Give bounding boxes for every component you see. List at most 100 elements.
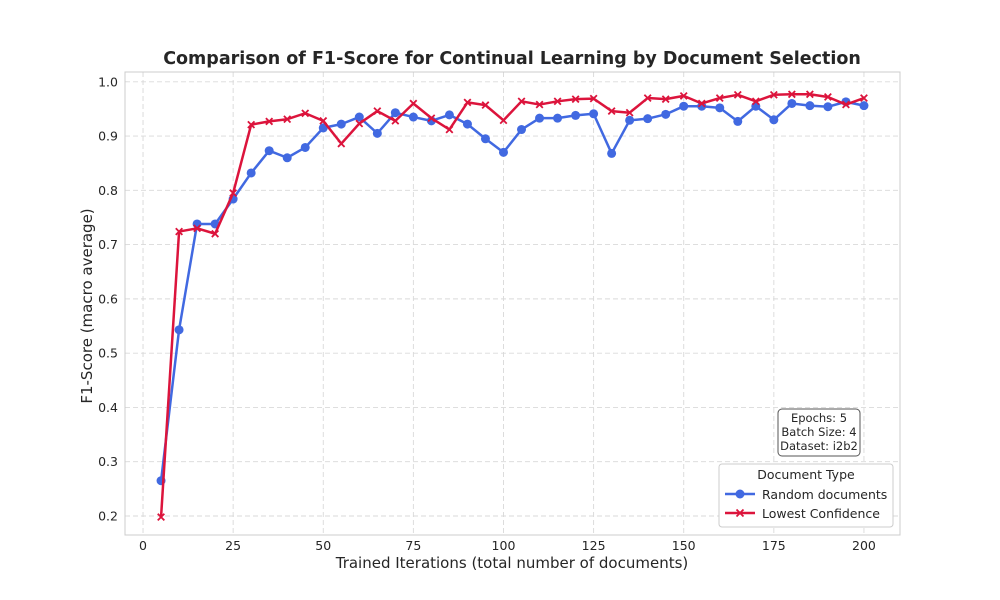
data-point-lowest-confidence <box>571 95 580 104</box>
y-tick-label: 0.9 <box>98 129 118 144</box>
data-point-random-documents <box>282 153 292 163</box>
plot-area <box>125 72 900 535</box>
y-tick-label: 0.5 <box>98 346 118 361</box>
y-tick-label: 0.6 <box>98 291 118 306</box>
y-tick-label: 0.2 <box>98 509 118 524</box>
data-point-lowest-confidence <box>805 90 814 99</box>
legend-marker-circle <box>735 489 745 499</box>
data-point-lowest-confidence <box>517 97 526 106</box>
y-tick-label: 0.7 <box>98 237 118 252</box>
data-point-lowest-confidence <box>715 94 724 102</box>
data-point-random-documents <box>498 147 508 157</box>
y-tick-label: 0.4 <box>98 400 118 415</box>
data-point-lowest-confidence <box>355 119 364 128</box>
data-point-lowest-confidence <box>553 97 562 106</box>
y-tick-label: 1.0 <box>98 74 118 89</box>
x-tick-label: 200 <box>852 538 876 553</box>
data-point-random-documents <box>535 113 545 123</box>
data-point-lowest-confidence <box>787 90 796 99</box>
data-point-random-documents <box>679 101 689 111</box>
info-dataset: Dataset: i2b2 <box>780 439 858 453</box>
plot-frame <box>124 71 901 536</box>
data-point-random-documents <box>336 119 346 129</box>
data-point-random-documents <box>643 114 653 124</box>
data-point-lowest-confidence <box>463 98 472 107</box>
data-point-random-documents <box>462 119 472 129</box>
legend-title: Document Type <box>757 467 855 482</box>
data-point-lowest-confidence <box>175 227 184 236</box>
data-point-random-documents <box>823 102 833 112</box>
data-point-random-documents <box>174 325 184 335</box>
series-line-random-documents <box>159 100 865 481</box>
data-point-random-documents <box>859 101 869 111</box>
data-point-random-documents <box>246 168 256 178</box>
legend-item-lowest-confidence: Lowest Confidence <box>725 506 880 521</box>
data-point-lowest-confidence <box>769 90 778 99</box>
info-box-frame <box>777 408 861 457</box>
x-tick-label: 150 <box>672 538 696 553</box>
data-point-random-documents <box>805 101 815 111</box>
data-point-random-documents <box>571 110 581 120</box>
y-axis-ticks: 0.2 0.3 0.4 0.5 0.6 0.7 0.8 0.9 1.0 <box>98 74 118 523</box>
data-point-lowest-confidence <box>319 116 328 125</box>
x-tick-label: 100 <box>492 538 516 553</box>
data-point-lowest-confidence <box>823 93 832 101</box>
data-point-lowest-confidence <box>301 109 310 118</box>
data-point-lowest-confidence <box>373 107 382 116</box>
data-point-lowest-confidence <box>733 90 742 99</box>
data-point-lowest-confidence <box>481 101 490 110</box>
legend-frame <box>718 463 894 528</box>
legend-marker-x <box>735 508 745 518</box>
data-point-lowest-confidence <box>607 107 616 116</box>
data-point-random-documents <box>408 112 418 122</box>
data-point-random-documents <box>372 128 382 138</box>
grid <box>125 72 900 535</box>
x-tick-label: 0 <box>139 538 147 553</box>
data-point-lowest-confidence <box>157 513 165 522</box>
series-random-documents <box>156 97 869 486</box>
data-point-random-documents <box>553 113 563 123</box>
data-point-lowest-confidence <box>445 125 454 134</box>
data-point-lowest-confidence <box>589 94 598 103</box>
data-point-random-documents <box>787 98 797 108</box>
data-point-lowest-confidence <box>247 120 256 129</box>
data-point-lowest-confidence <box>391 116 400 125</box>
data-point-random-documents <box>517 125 527 135</box>
data-point-lowest-confidence <box>625 108 634 117</box>
data-point-random-documents <box>715 103 725 113</box>
x-tick-label: 50 <box>315 538 331 553</box>
data-point-random-documents <box>751 101 761 111</box>
data-point-random-documents <box>354 112 364 122</box>
data-point-lowest-confidence <box>427 114 436 123</box>
data-point-random-documents <box>390 108 400 118</box>
data-point-random-documents <box>769 115 779 125</box>
data-point-lowest-confidence <box>499 116 508 125</box>
data-point-lowest-confidence <box>211 229 220 238</box>
data-point-random-documents <box>607 148 617 158</box>
data-point-lowest-confidence <box>697 99 706 108</box>
x-tick-label: 25 <box>225 538 241 553</box>
data-point-random-documents <box>733 116 743 126</box>
data-point-random-documents <box>589 109 599 119</box>
legend-label-lowest-confidence: Lowest Confidence <box>762 506 880 521</box>
data-point-random-documents <box>300 142 310 152</box>
data-point-lowest-confidence <box>265 117 274 126</box>
y-tick-label: 0.3 <box>98 454 118 469</box>
y-axis-label: F1-Score (macro average) <box>78 208 96 403</box>
series-layer <box>156 90 869 522</box>
data-point-lowest-confidence <box>841 100 850 109</box>
y-tick-label: 0.8 <box>98 183 118 198</box>
x-tick-label: 125 <box>582 538 606 553</box>
series-line-lowest-confidence <box>159 93 865 518</box>
data-point-lowest-confidence <box>283 115 292 124</box>
legend-label-random-documents: Random documents <box>762 487 887 502</box>
x-axis-ticks: 0 25 50 75 100 125 150 175 200 <box>139 538 876 553</box>
data-point-lowest-confidence <box>860 94 868 102</box>
legend-item-random-documents: Random documents <box>725 487 887 502</box>
legend: Document Type Random documents Lowest Co… <box>718 463 894 528</box>
data-point-lowest-confidence <box>661 95 670 104</box>
data-point-lowest-confidence <box>337 139 346 148</box>
data-point-lowest-confidence <box>229 189 238 197</box>
data-point-lowest-confidence <box>643 94 652 102</box>
data-point-lowest-confidence <box>679 91 688 100</box>
